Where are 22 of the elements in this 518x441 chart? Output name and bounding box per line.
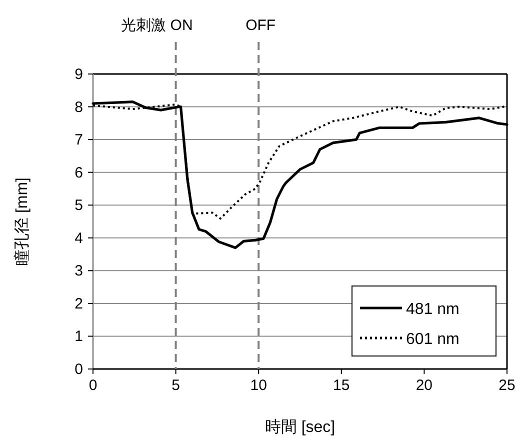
x-tick-label: 0 xyxy=(88,377,98,394)
y-tick-label: 6 xyxy=(74,164,83,182)
ref-line-label: OFF xyxy=(246,17,276,34)
y-tick-label: 4 xyxy=(74,230,83,247)
y-tick-label: 2 xyxy=(74,295,83,312)
x-tick-label: 20 xyxy=(416,377,433,394)
x-tick-label: 25 xyxy=(498,377,516,394)
y-tick-label: 8 xyxy=(74,98,83,116)
legend-label: 481 nm xyxy=(406,301,460,318)
y-tick-label: 5 xyxy=(74,197,83,214)
ref-line-label: 光刺激 ON xyxy=(121,17,193,34)
legend-label: 601 nm xyxy=(406,331,460,348)
y-tick-label: 0 xyxy=(74,361,83,378)
x-axis-title: 時間 [sec] xyxy=(264,418,336,436)
y-tick-label: 7 xyxy=(74,132,83,149)
x-tick-label: 10 xyxy=(250,377,267,394)
y-tick-label: 9 xyxy=(74,66,83,83)
y-tick-label: 3 xyxy=(74,262,83,280)
x-tick-label: 5 xyxy=(172,377,180,394)
x-tick-label: 15 xyxy=(333,377,350,394)
y-tick-label: 1 xyxy=(74,328,83,346)
y-axis-title: 瞳孔径 [mm] xyxy=(13,178,31,266)
